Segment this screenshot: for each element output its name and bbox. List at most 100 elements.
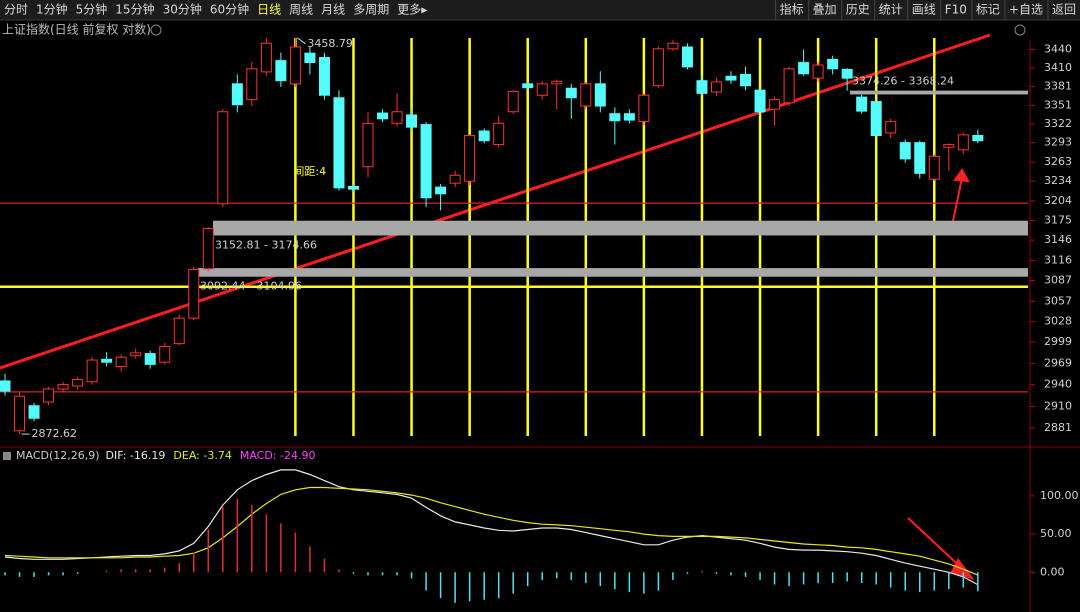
indicator-icon — [3, 452, 11, 460]
indicator-line — [4, 486, 979, 576]
candle-body — [304, 52, 316, 64]
y-tick-label: 3234 — [1044, 174, 1072, 187]
toolbar-tab[interactable]: 分时 — [4, 3, 28, 17]
candle-body — [812, 64, 824, 79]
candle-body — [478, 130, 490, 142]
toolbar-button[interactable]: 历史 — [846, 3, 870, 17]
candle-body — [507, 90, 519, 113]
y-tick-label: 3293 — [1044, 136, 1072, 149]
candle-body — [667, 42, 679, 50]
toolbar-tab[interactable]: 周线 — [289, 3, 313, 17]
candle-body — [957, 134, 969, 151]
candle-body — [899, 142, 911, 160]
candle-body — [943, 144, 955, 148]
legend-entry: DEA: -3.74 — [173, 449, 231, 462]
y-tick-label: 3381 — [1044, 79, 1072, 92]
zone-label: 3374.26 - 3368.24 — [852, 75, 954, 88]
y-tick-label: 3410 — [1044, 61, 1072, 74]
toolbar-tab[interactable]: 更多▸ — [397, 3, 427, 17]
candle-body — [696, 80, 708, 94]
y-tick-label: 3322 — [1044, 117, 1072, 130]
zone — [198, 268, 1028, 277]
candle-body — [318, 57, 330, 96]
y-tick-label: 3146 — [1044, 233, 1072, 246]
candle-body — [551, 80, 563, 85]
candle-body — [638, 94, 650, 122]
toolbar-tab[interactable]: 15分钟 — [115, 2, 154, 17]
close-icon[interactable] — [1014, 24, 1026, 36]
candle-body — [652, 48, 664, 87]
candle-body — [769, 99, 781, 110]
chart-title: 上证指数(日线 前复权 对数) — [2, 22, 151, 37]
candle-body — [0, 380, 11, 392]
candle-body — [231, 83, 243, 106]
y-tick-label: 3028 — [1044, 315, 1072, 328]
y-tick-label: 0.00 — [1040, 565, 1065, 578]
toolbar-button[interactable]: +自选 — [1009, 3, 1043, 17]
candle-body — [347, 185, 359, 190]
candle-body — [841, 68, 853, 79]
y-tick-label: 3351 — [1044, 98, 1072, 111]
y-tick-label: 2881 — [1044, 421, 1072, 434]
y-tick-label: 3263 — [1044, 155, 1072, 168]
candle-body — [681, 46, 693, 68]
y-tick-label: 100.00 — [1040, 489, 1079, 502]
y-tick-label: 2969 — [1044, 357, 1072, 370]
toolbar — [0, 0, 1080, 20]
candle-body — [580, 83, 592, 107]
toolbar-tab[interactable]: 月线 — [321, 3, 345, 17]
candle-body — [870, 101, 882, 137]
trend-line — [0, 33, 991, 370]
indicator-line — [4, 469, 979, 586]
toolbar-button[interactable]: 返回 — [1052, 3, 1076, 17]
candle-body — [972, 135, 984, 142]
candle-body — [188, 268, 200, 319]
arrow — [951, 168, 970, 227]
candle-body — [798, 62, 810, 75]
candle-body — [115, 356, 127, 368]
candle-body — [464, 135, 476, 182]
zone — [213, 220, 1028, 236]
candle-body — [493, 122, 505, 146]
toolbar-tab[interactable]: 1分钟 — [36, 2, 68, 17]
candle-body — [377, 112, 389, 120]
candle-body — [246, 68, 258, 101]
legend-entry: DIF: -16.19 — [106, 449, 166, 462]
toolbar-button[interactable]: 标记 — [976, 3, 1000, 17]
toolbar-button[interactable]: F10 — [945, 3, 967, 17]
legend-entry: MACD: -24.90 — [240, 449, 316, 462]
zone — [850, 90, 1028, 95]
candle-body — [289, 46, 301, 85]
candle-body — [449, 174, 461, 184]
candle-body — [827, 58, 839, 70]
toolbar-tab[interactable]: 多周期 — [353, 3, 389, 17]
toolbar-button[interactable]: 画线 — [912, 3, 936, 17]
toolbar-tab[interactable]: 5分钟 — [76, 2, 108, 17]
candle-body — [420, 124, 432, 199]
toolbar-button[interactable]: 叠加 — [813, 3, 837, 17]
toolbar-button[interactable]: 统计 — [879, 3, 903, 17]
toolbar-tab[interactable]: 30分钟 — [163, 2, 202, 17]
candle-body — [217, 111, 229, 205]
candle-body — [391, 111, 403, 124]
candle-body — [740, 73, 752, 87]
toolbar-tab[interactable]: 日线 — [257, 3, 281, 17]
candle-body — [536, 83, 548, 96]
toolbar-button[interactable]: 指标 — [780, 2, 804, 17]
candle-body — [86, 359, 98, 383]
y-tick-label: 3057 — [1044, 294, 1072, 307]
price-annotation: 3458.79 — [307, 37, 353, 50]
indicator-title: MACD(12,26,9) — [16, 449, 100, 462]
y-tick-label: 3087 — [1044, 273, 1072, 286]
candle-body — [333, 97, 345, 189]
y-tick-label: 3204 — [1044, 194, 1072, 207]
candle-body — [522, 83, 534, 89]
close-icon[interactable] — [150, 24, 162, 36]
candle-body — [623, 113, 635, 121]
toolbar-tab[interactable]: 60分钟 — [210, 2, 249, 17]
candle-body — [565, 87, 577, 99]
candle-body — [275, 60, 287, 82]
price-annotation: 2872.62 — [32, 427, 78, 440]
